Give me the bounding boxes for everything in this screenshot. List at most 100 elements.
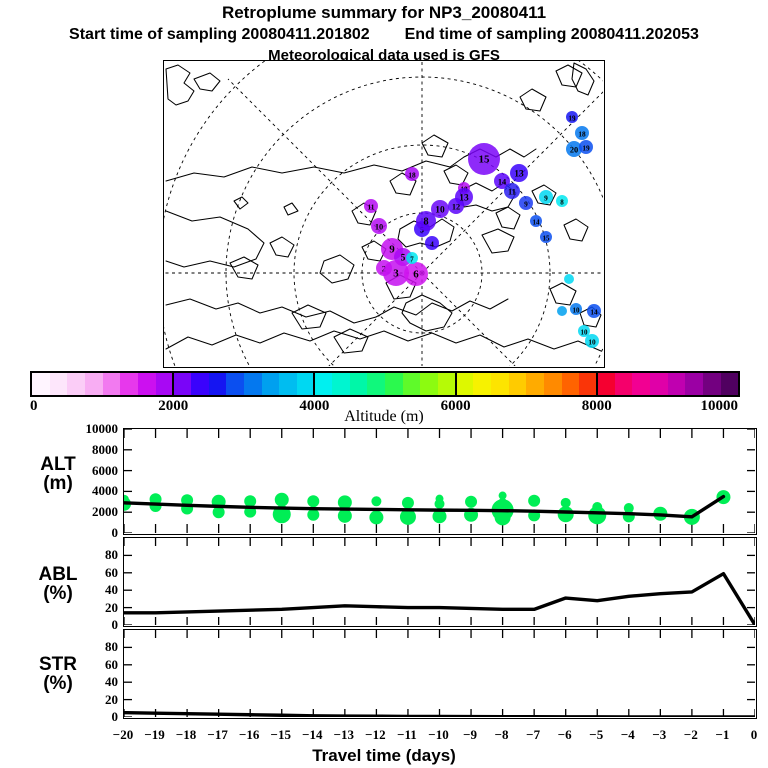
plume-marker [405, 167, 419, 181]
plume-marker [539, 190, 553, 204]
plume-marker-label: 19 [569, 114, 577, 122]
colorbar-segment [49, 373, 68, 395]
alt-marker [588, 506, 607, 525]
plume-marker-label: 18 [578, 129, 586, 138]
map-coastlines [165, 62, 602, 354]
colorbar-tick-label: 10000 [700, 398, 739, 414]
str-x-ticks [124, 630, 755, 717]
y-tick-label: 4000 [92, 483, 118, 499]
y-tick-label: 40 [105, 582, 118, 598]
plume-marker [383, 260, 409, 286]
plume-marker [510, 164, 528, 182]
plume-marker [455, 188, 473, 206]
x-tick-label: 0 [750, 727, 758, 742]
colorbar-divider [313, 371, 316, 397]
str-panel [123, 629, 757, 719]
plume-marker-label: 15 [479, 153, 491, 165]
colorbar-segment [367, 373, 386, 395]
y-tick-label: 0 [111, 525, 119, 540]
plume-marker-label: 10 [573, 306, 581, 314]
alt-y-ticks [124, 429, 755, 533]
alt-marker [528, 494, 541, 507]
colorbar-tick-label: 6000 [440, 398, 471, 414]
plume-marker [519, 196, 533, 210]
plume-marker [364, 199, 378, 213]
plume-marker [585, 334, 599, 348]
alt-marker [244, 495, 257, 508]
alt-marker [465, 495, 478, 508]
x-tick-label: −19 [144, 727, 165, 742]
plume-marker-label: 11 [368, 202, 375, 211]
alt-trend-line [124, 494, 726, 519]
plume-marker [504, 183, 520, 199]
plume-marker [425, 236, 439, 250]
y-tick-label: 8000 [92, 441, 118, 457]
plume-marker [468, 143, 500, 175]
colorbar-tick-label: 0 [30, 398, 38, 414]
colorbar-segment [491, 373, 509, 395]
plume-marker-label: 6 [413, 268, 419, 280]
plume-marker-label: 12 [452, 202, 460, 211]
plume-marker-label: 14 [590, 307, 598, 316]
str-series-line [124, 710, 755, 717]
abl-label-line1: ABL [38, 564, 78, 585]
map-canvas: 1810111095236745810121315141311998141519… [164, 61, 603, 366]
colorbar-segment [385, 373, 403, 395]
colorbar-segment [455, 373, 474, 395]
x-tick-label: −10 [428, 727, 449, 742]
str-axis-label: STR (%) [8, 655, 108, 693]
colorbar-segment [84, 373, 103, 395]
start-time-label: Start time of sampling 20080411.201802 [69, 26, 370, 43]
alt-marker [434, 498, 445, 509]
map-graticule [164, 61, 603, 366]
y-tick-label: 60 [105, 564, 118, 580]
x-tick-label: −14 [302, 727, 323, 742]
alt-marker [494, 509, 511, 526]
colorbar-segment [649, 373, 668, 395]
colorbar-segment [473, 373, 492, 395]
colorbar-tick-label: 4000 [299, 398, 330, 414]
alt-panel [123, 428, 757, 535]
altitude-colorbar: 0 2000 4000 6000 8000 10000 [30, 371, 740, 414]
plume-marker-label: 13 [459, 193, 469, 203]
plume-marker-label: 10 [435, 205, 445, 215]
plume-marker [575, 126, 589, 140]
plume-marker [556, 195, 568, 207]
colorbar-segment [173, 373, 191, 395]
plume-marker-label: 14 [533, 218, 541, 226]
colorbar-segment [32, 373, 50, 395]
colorbar-segment [544, 373, 562, 395]
alt-marker [560, 497, 571, 508]
plume-marker-label: 11 [508, 187, 516, 196]
x-tick-label: −1 [715, 727, 730, 742]
plume-marker [416, 211, 436, 231]
alt-marker [371, 496, 382, 507]
str-label-line1: STR [39, 654, 77, 675]
plume-marker [540, 231, 552, 243]
colorbar-tick-labels: 0 2000 4000 6000 8000 10000 [30, 398, 740, 418]
colorbar-segment [526, 373, 545, 395]
colorbar-segment [614, 373, 633, 395]
x-tick-label: −12 [365, 727, 386, 742]
colorbar-segment [296, 373, 315, 395]
met-data-label: Meteorological data used is GFS [268, 47, 500, 64]
colorbar-tick-label: 2000 [158, 398, 189, 414]
alt-marker [399, 508, 416, 525]
x-tick-label: −6 [557, 727, 572, 742]
plume-marker-label: 8 [560, 198, 564, 206]
plume-marker-label: 10 [588, 337, 596, 346]
alt-marker [212, 506, 225, 519]
str-y-ticks [124, 646, 755, 717]
plume-marker [371, 218, 387, 234]
plume-marker [404, 262, 428, 286]
plume-marker [587, 304, 601, 318]
plume-marker [566, 141, 582, 157]
colorbar-segment [720, 373, 739, 395]
plume-marker [406, 252, 418, 264]
str-label-line2: (%) [43, 673, 73, 694]
y-tick-label: 80 [105, 547, 118, 563]
colorbar-segment [261, 373, 280, 395]
plume-marker [579, 140, 593, 154]
alt-marker [181, 494, 194, 507]
x-tick-label: −7 [526, 727, 541, 742]
